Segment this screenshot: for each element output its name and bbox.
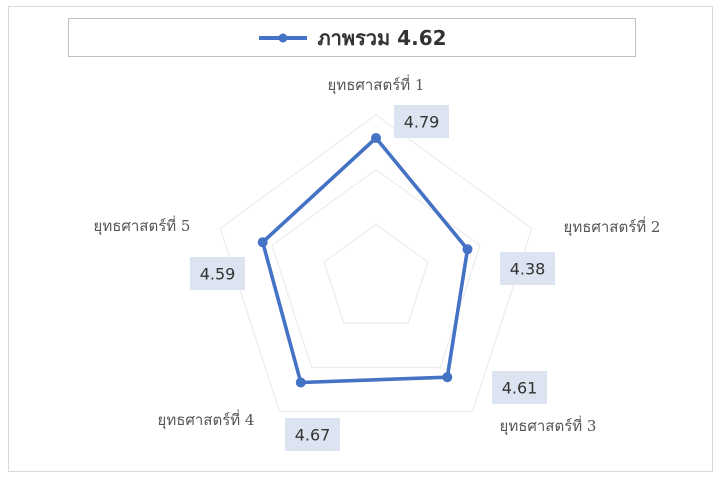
data-point-4 bbox=[295, 377, 306, 388]
data-point-3 bbox=[442, 372, 453, 383]
legend-series-name: ภาพรวม 4.62 bbox=[317, 25, 447, 50]
radar-series bbox=[257, 133, 473, 388]
data-label-5: 4.59 bbox=[200, 265, 236, 284]
data-label-box-5 bbox=[190, 257, 245, 290]
grid-ring-3 bbox=[219, 114, 533, 413]
legend: ภาพรวม 4.62 bbox=[68, 18, 636, 57]
radar-grid bbox=[219, 114, 533, 413]
data-label-2: 4.38 bbox=[510, 260, 546, 279]
data-label-3: 4.61 bbox=[502, 379, 538, 398]
legend-line-marker-icon bbox=[259, 33, 308, 42]
grid-ring-1 bbox=[323, 223, 429, 324]
chart-frame bbox=[8, 6, 713, 472]
category-label-2: ยุทธศาสตร์ที่ 2 bbox=[564, 216, 661, 237]
category-label-5: ยุทธศาสตร์ที่ 5 bbox=[94, 215, 191, 236]
data-point-5 bbox=[257, 237, 268, 248]
data-label-box-3 bbox=[492, 371, 547, 404]
data-label-box-4 bbox=[285, 418, 340, 451]
category-label-1: ยุทธศาสตร์ที่ 1 bbox=[328, 74, 425, 95]
category-label-4: ยุทธศาสตร์ที่ 4 bbox=[158, 409, 255, 430]
data-label-1: 4.79 bbox=[404, 113, 440, 132]
radar-labels: ยุทธศาสตร์ที่ 1 ยุทธศาสตร์ที่ 2 ยุทธศาสตร์… bbox=[94, 74, 661, 451]
data-label-4: 4.67 bbox=[295, 426, 331, 445]
category-label-3: ยุทธศาสตร์ที่ 3 bbox=[500, 415, 597, 436]
data-point-2 bbox=[462, 244, 473, 255]
grid-ring-2 bbox=[271, 168, 481, 369]
data-point-1 bbox=[371, 133, 381, 143]
data-label-box-2 bbox=[500, 252, 555, 285]
series-line bbox=[260, 136, 470, 385]
data-label-box-1 bbox=[394, 105, 449, 138]
